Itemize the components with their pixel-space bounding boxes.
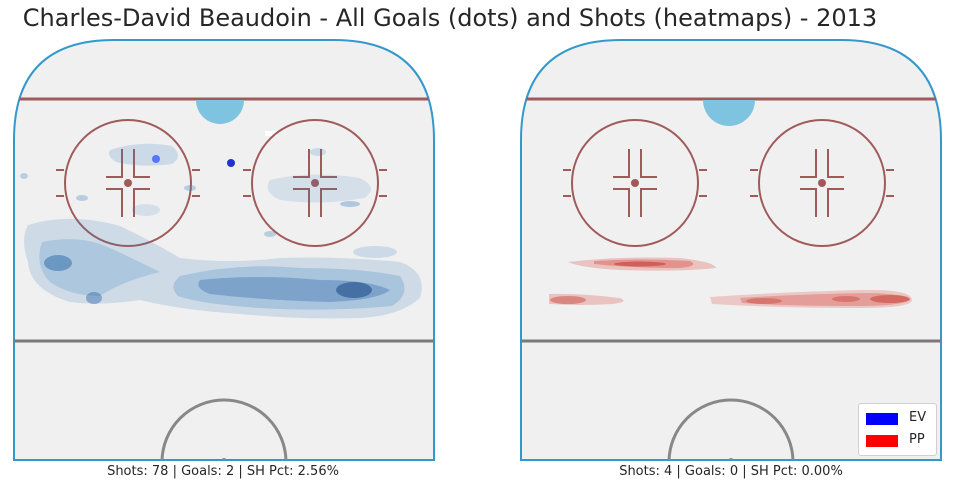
faceoff-dot bbox=[124, 179, 132, 187]
rink-right bbox=[520, 39, 942, 461]
caption-left: Shots: 78 | Goals: 2 | SH Pct: 2.56% bbox=[107, 464, 339, 479]
chart-title: Charles-David Beaudoin - All Goals (dots… bbox=[22, 4, 878, 32]
ev-shot-heatmap bbox=[20, 143, 422, 319]
goal-dot bbox=[227, 159, 235, 167]
pp-shot-heatmap bbox=[549, 257, 912, 308]
goal-crease bbox=[703, 100, 755, 126]
legend: EV PP bbox=[858, 403, 937, 456]
faceoff-dot bbox=[631, 179, 639, 187]
center-dot bbox=[221, 458, 227, 460]
goal-net bbox=[265, 131, 277, 136]
faceoff-circle-left-1 bbox=[56, 119, 200, 247]
center-circle bbox=[667, 398, 795, 460]
legend-label-pp: PP bbox=[909, 432, 925, 447]
center-circle bbox=[160, 398, 288, 460]
faceoff-dot bbox=[818, 179, 826, 187]
rink-left bbox=[13, 39, 435, 461]
ice-surface bbox=[520, 39, 942, 461]
legend-label-ev: EV bbox=[909, 410, 927, 425]
center-dot bbox=[728, 458, 734, 460]
goal-dot bbox=[152, 155, 160, 163]
faceoff-circle-left-2 bbox=[243, 119, 387, 247]
faceoff-dot bbox=[311, 179, 319, 187]
legend-swatch-ev bbox=[866, 413, 898, 425]
ice-surface bbox=[13, 39, 435, 461]
legend-swatch-pp bbox=[866, 435, 898, 447]
goal-crease bbox=[196, 100, 244, 124]
faceoff-circle-right-2 bbox=[750, 119, 894, 247]
faceoff-circle-right-1 bbox=[563, 119, 707, 247]
caption-right: Shots: 4 | Goals: 0 | SH Pct: 0.00% bbox=[619, 464, 843, 479]
